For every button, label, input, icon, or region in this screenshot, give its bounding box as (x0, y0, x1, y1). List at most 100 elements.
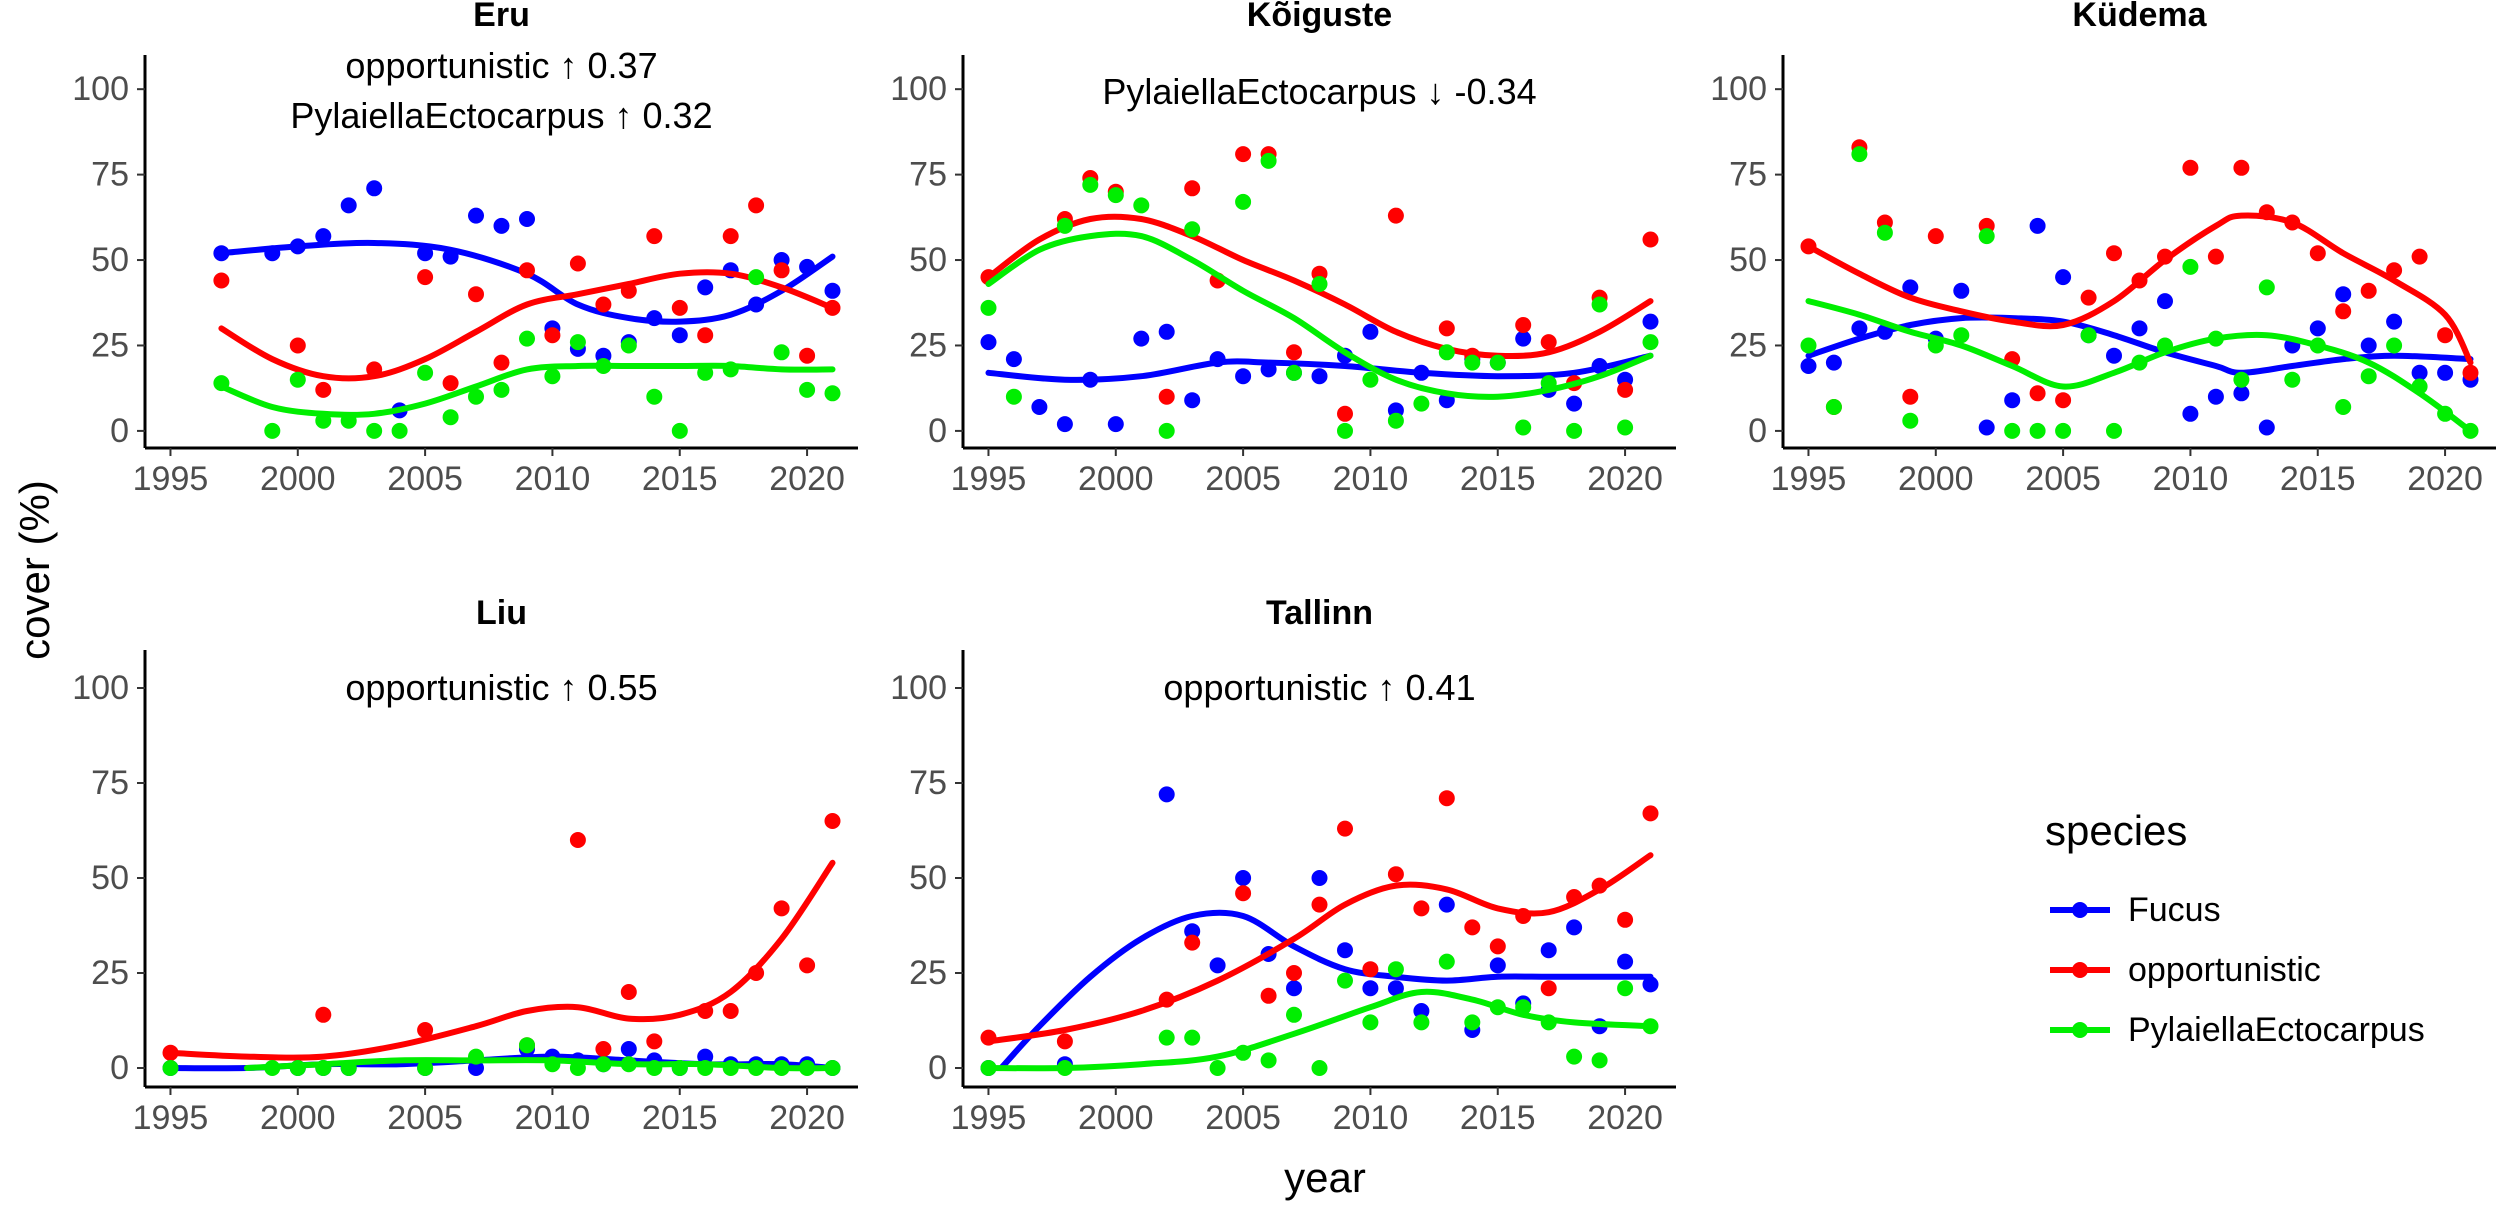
y-tick-label: 0 (1748, 412, 1767, 450)
data-point-pylaiellaectocarpus (1158, 1029, 1175, 1046)
data-point-fucus (1591, 358, 1608, 374)
y-tick-label: 100 (1710, 70, 1767, 108)
data-point-opportunistic (1286, 965, 1302, 981)
x-tick-label: 2000 (260, 460, 336, 498)
data-point-pylaiellaectocarpus (1362, 371, 1379, 388)
data-point-opportunistic (1642, 231, 1659, 248)
data-point-opportunistic (2258, 204, 2275, 221)
data-point-fucus (340, 197, 357, 214)
data-point-pylaiellaectocarpus (1489, 354, 1506, 371)
x-tick-label: 2005 (1205, 460, 1281, 498)
data-point-pylaiellaectocarpus (2284, 371, 2301, 388)
y-tick-label: 0 (110, 1049, 129, 1087)
data-point-pylaiellaectocarpus (980, 299, 997, 316)
data-point-fucus (2335, 286, 2352, 303)
trend-line-fucus (998, 909, 1654, 1071)
trend-line-pylaiellaectocarpus (985, 230, 1654, 400)
x-axis-title: year (1284, 1154, 1366, 1201)
data-point-pylaiellaectocarpus (213, 375, 230, 392)
data-point-pylaiellaectocarpus (595, 1056, 612, 1073)
y-tick-label: 100 (890, 669, 947, 707)
data-point-pylaiellaectocarpus (569, 1060, 586, 1076)
data-point-fucus (1056, 416, 1073, 433)
data-point-fucus (442, 248, 459, 265)
data-point-opportunistic (748, 965, 765, 981)
data-point-opportunistic (646, 1033, 663, 1050)
data-point-fucus (1566, 919, 1583, 936)
data-point-opportunistic (697, 327, 714, 344)
x-tick-label: 2005 (2025, 460, 2101, 498)
data-point-opportunistic (2284, 214, 2301, 231)
data-point-pylaiellaectocarpus (671, 422, 688, 439)
legend-label-opportunistic: opportunistic (2128, 951, 2321, 989)
data-point-opportunistic (1311, 896, 1328, 913)
data-point-pylaiellaectocarpus (824, 1060, 841, 1076)
data-point-pylaiellaectocarpus (2462, 422, 2479, 439)
data-point-pylaiellaectocarpus (1056, 217, 1073, 234)
data-point-pylaiellaectocarpus (2004, 422, 2021, 439)
data-point-pylaiellaectocarpus (2182, 258, 2199, 275)
x-tick-label: 2000 (260, 1099, 336, 1137)
x-tick-label: 1995 (133, 460, 209, 498)
data-point-pylaiellaectocarpus (544, 1056, 561, 1073)
y-tick-label: 0 (110, 412, 129, 450)
data-point-pylaiellaectocarpus (1438, 953, 1455, 970)
data-point-pylaiellaectocarpus (2080, 327, 2097, 344)
data-point-fucus (1642, 313, 1659, 330)
data-point-pylaiellaectocarpus (1566, 422, 1583, 439)
data-point-fucus (1617, 953, 1634, 970)
y-tick-label: 75 (91, 764, 129, 802)
data-point-fucus (493, 217, 510, 234)
data-point-fucus (1031, 399, 1048, 415)
data-point-pylaiellaectocarpus (2411, 378, 2428, 395)
panel-title-tallinn: Tallinn (1266, 594, 1373, 632)
data-point-opportunistic (773, 262, 790, 279)
data-point-pylaiellaectocarpus (980, 1060, 997, 1076)
data-point-opportunistic (799, 347, 816, 364)
data-point-fucus (1800, 358, 1817, 374)
x-tick-label: 2020 (769, 460, 845, 498)
data-point-fucus (2131, 320, 2148, 337)
data-point-opportunistic (1260, 987, 1277, 1004)
data-point-pylaiellaectocarpus (2309, 337, 2326, 354)
y-tick-label: 100 (72, 70, 129, 108)
data-point-pylaiellaectocarpus (468, 388, 484, 405)
data-point-opportunistic (2411, 248, 2428, 265)
data-point-pylaiellaectocarpus (773, 1060, 790, 1076)
data-point-fucus (1540, 942, 1557, 959)
y-tick-label: 25 (909, 326, 947, 364)
data-point-pylaiellaectocarpus (2106, 422, 2122, 439)
data-point-pylaiellaectocarpus (799, 1060, 816, 1076)
data-point-pylaiellaectocarpus (2258, 279, 2275, 296)
data-point-fucus (1260, 361, 1277, 378)
data-point-pylaiellaectocarpus (824, 385, 841, 402)
data-point-opportunistic (620, 984, 637, 1000)
annotation-eru: PylaiellaEctocarpus ↑ 0.32 (290, 95, 712, 136)
data-point-opportunistic (315, 1006, 332, 1023)
data-point-fucus (1825, 354, 1842, 371)
data-point-pylaiellaectocarpus (1184, 1029, 1201, 1046)
data-point-opportunistic (2462, 364, 2479, 381)
y-tick-label: 50 (1729, 241, 1767, 279)
data-point-fucus (2106, 347, 2122, 364)
data-point-pylaiellaectocarpus (442, 409, 459, 426)
data-point-opportunistic (1337, 820, 1353, 837)
x-tick-label: 2005 (387, 1099, 463, 1137)
data-point-pylaiellaectocarpus (289, 1060, 306, 1076)
data-point-pylaiellaectocarpus (799, 381, 816, 398)
data-point-pylaiellaectocarpus (1515, 419, 1532, 436)
x-tick-label: 2000 (1078, 460, 1154, 498)
data-point-opportunistic (1515, 908, 1532, 924)
data-point-pylaiellaectocarpus (646, 1060, 663, 1076)
data-point-opportunistic (1464, 919, 1481, 936)
data-point-fucus (1851, 320, 1868, 337)
data-point-opportunistic (595, 1041, 612, 1057)
data-point-pylaiellaectocarpus (1362, 1014, 1379, 1031)
data-point-pylaiellaectocarpus (2131, 354, 2148, 371)
data-point-fucus (1566, 395, 1583, 412)
data-point-fucus (1953, 282, 1970, 299)
y-tick-label: 25 (91, 326, 129, 364)
data-point-fucus (2182, 405, 2199, 422)
data-point-pylaiellaectocarpus (1464, 354, 1481, 371)
data-point-opportunistic (1184, 934, 1201, 951)
